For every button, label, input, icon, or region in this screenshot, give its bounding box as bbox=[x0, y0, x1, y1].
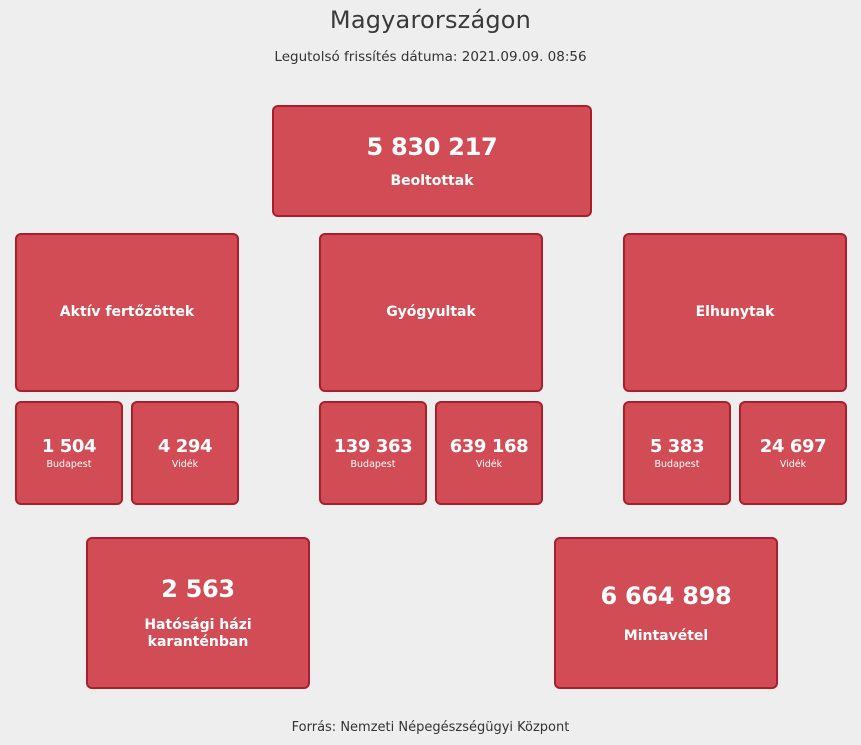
quarantine-card: 2 563 Hatósági házi karanténban bbox=[86, 537, 310, 689]
active-budapest-label: Budapest bbox=[46, 459, 92, 470]
quarantine-label-line1: Hatósági házi bbox=[144, 617, 252, 633]
source-footer: Forrás: Nemzeti Népegészségügyi Központ bbox=[291, 720, 570, 735]
recovered-label: Gyógyultak bbox=[386, 304, 476, 320]
deceased-card: Elhunytak bbox=[623, 233, 847, 392]
recovered-rural-label: Vidék bbox=[475, 459, 503, 470]
recovered-budapest-label: Budapest bbox=[350, 459, 396, 470]
recovered-budapest-value: 139 363 bbox=[333, 436, 413, 457]
quarantine-label-line2: karanténban bbox=[147, 634, 249, 650]
sampling-label: Mintavétel bbox=[623, 627, 709, 644]
active-infected-label: Aktív fertőzöttek bbox=[59, 304, 195, 320]
sampling-value: 6 664 898 bbox=[600, 581, 732, 610]
quarantine-value: 2 563 bbox=[161, 575, 235, 603]
page-title: Magyarországon bbox=[329, 6, 532, 34]
sampling-card: 6 664 898 Mintavétel bbox=[554, 537, 778, 689]
deceased-budapest-label: Budapest bbox=[654, 459, 700, 470]
vaccinated-card: 5 830 217 Beoltottak bbox=[272, 105, 592, 217]
recovered-rural-card: 639 168 Vidék bbox=[435, 401, 543, 505]
last-updated-text: Legutolsó frissítés dátuma: 2021.09.09. … bbox=[274, 49, 587, 65]
deceased-rural-card: 24 697 Vidék bbox=[739, 401, 847, 505]
deceased-rural-label: Vidék bbox=[779, 459, 807, 470]
recovered-budapest-card: 139 363 Budapest bbox=[319, 401, 427, 505]
recovered-card: Gyógyultak bbox=[319, 233, 543, 392]
active-rural-card: 4 294 Vidék bbox=[131, 401, 239, 505]
active-rural-label: Vidék bbox=[171, 459, 199, 470]
recovered-rural-value: 639 168 bbox=[449, 436, 529, 457]
deceased-budapest-card: 5 383 Budapest bbox=[623, 401, 731, 505]
active-rural-value: 4 294 bbox=[157, 436, 213, 457]
vaccinated-label: Beoltottak bbox=[390, 172, 474, 189]
deceased-rural-value: 24 697 bbox=[759, 436, 827, 457]
active-infected-card: Aktív fertőzöttek bbox=[15, 233, 239, 392]
active-budapest-value: 1 504 bbox=[41, 436, 97, 457]
deceased-budapest-value: 5 383 bbox=[649, 436, 705, 457]
deceased-label: Elhunytak bbox=[695, 304, 775, 320]
active-budapest-card: 1 504 Budapest bbox=[15, 401, 123, 505]
vaccinated-value: 5 830 217 bbox=[366, 132, 498, 161]
